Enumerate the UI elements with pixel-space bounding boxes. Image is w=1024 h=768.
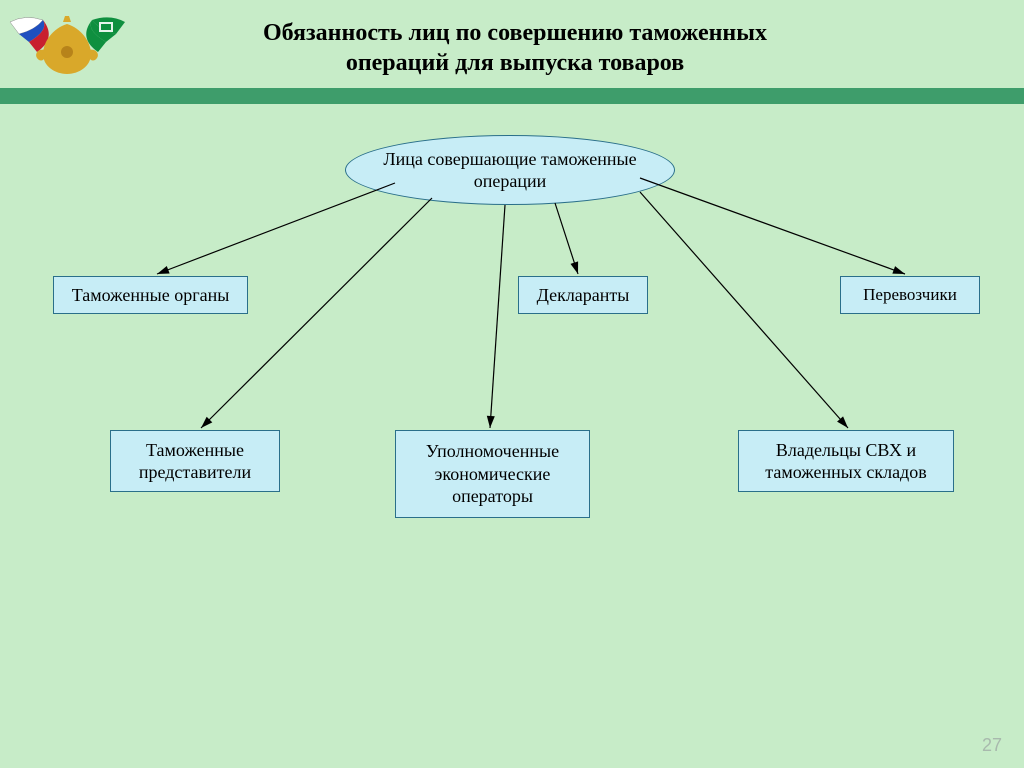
node-label: Перевозчики — [863, 284, 957, 305]
title-line1: Обязанность лиц по совершению таможенных — [263, 20, 767, 46]
node-declarants: Декларанты — [518, 276, 648, 314]
node-label: Таможенные органы — [72, 284, 230, 307]
node-label: Таможенные представители — [117, 439, 273, 484]
node-warehouse-owners: Владельцы СВХ и таможенных складов — [738, 430, 954, 492]
node-label: Владельцы СВХ и таможенных складов — [745, 439, 947, 484]
node-label: Декларанты — [537, 284, 630, 307]
node-authorized-economic-operators: Уполномоченные экономические операторы — [395, 430, 590, 518]
diagram-root: Лица совершающие таможенные операции — [345, 135, 675, 205]
customs-emblem-icon — [5, 8, 130, 86]
diagram-root-label: Лица совершающие таможенные операции — [346, 148, 674, 193]
header-accent-band — [0, 88, 1024, 104]
node-carriers: Перевозчики — [840, 276, 980, 314]
node-customs-authorities: Таможенные органы — [53, 276, 248, 314]
slide: Обязанность лиц по совершению таможенных… — [0, 0, 1024, 768]
page-number: 27 — [982, 735, 1002, 756]
node-label: Уполномоченные экономические операторы — [402, 440, 583, 508]
diagram-arrows — [0, 0, 1024, 768]
node-customs-representatives: Таможенные представители — [110, 430, 280, 492]
page-title: Обязанность лиц по совершению таможенных… — [205, 18, 825, 78]
title-line2: операций для выпуска товаров — [346, 50, 684, 76]
